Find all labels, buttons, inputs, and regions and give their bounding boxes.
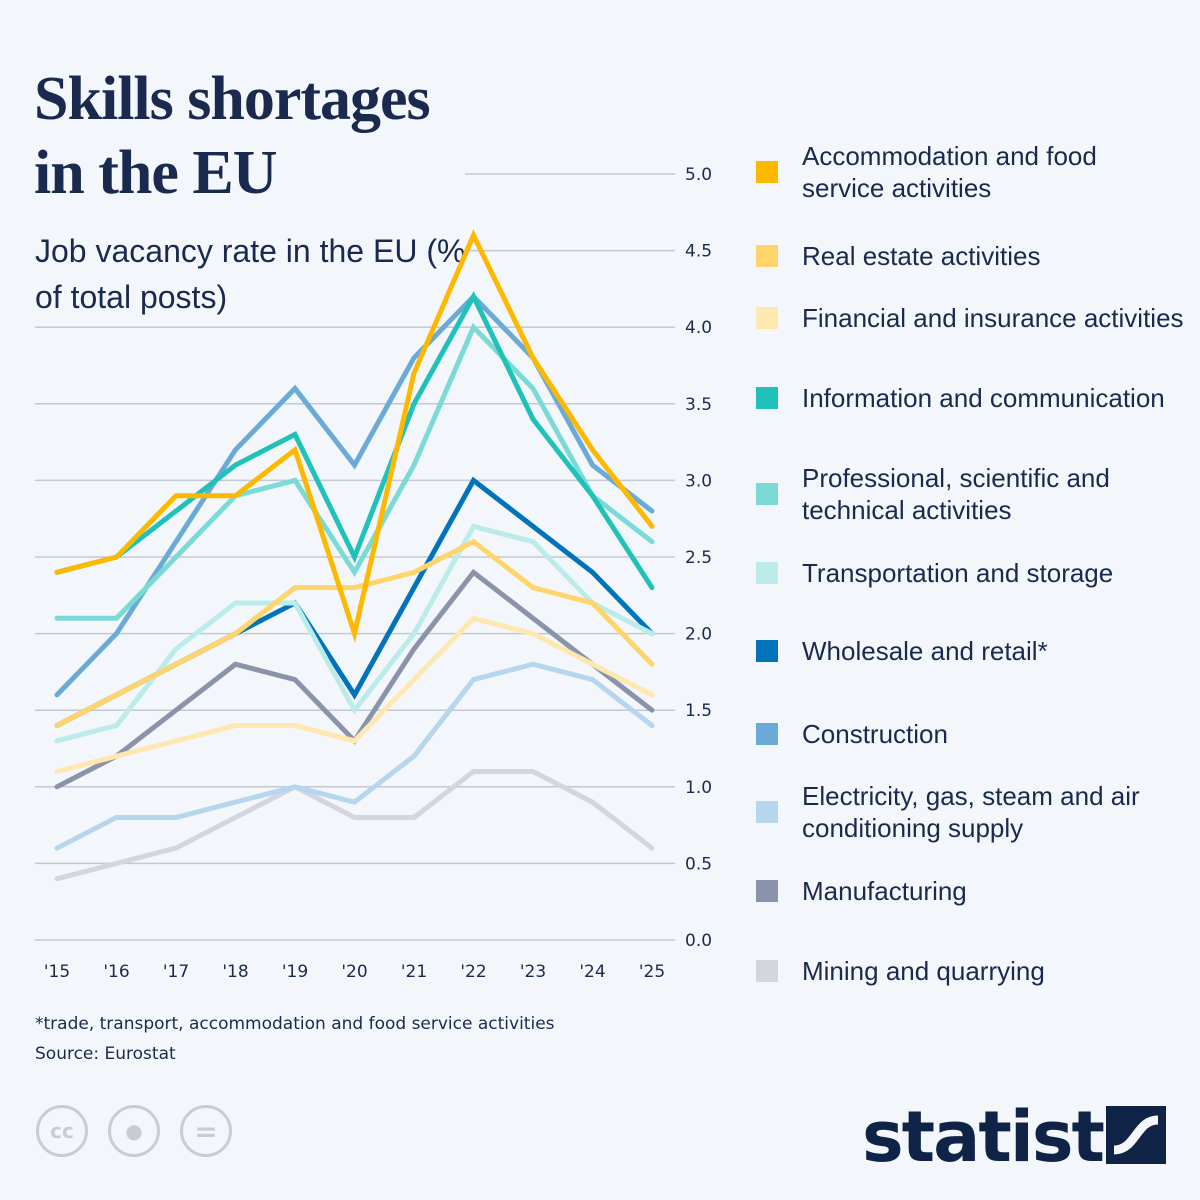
x-tick-label: '24 (579, 962, 605, 982)
legend-swatch (756, 483, 778, 505)
page-title: Skills shortages in the EU (34, 65, 431, 207)
footnote: *trade, transport, accommodation and foo… (35, 1014, 555, 1034)
x-tick-label: '15 (44, 962, 70, 982)
legend-label: Construction (802, 719, 948, 749)
series-line-real-estate-activities (54, 538, 655, 729)
legend-swatch (756, 960, 778, 982)
legend-item: Professional, scientific and technical a… (756, 462, 1186, 526)
legend-item: Mining and quarrying (756, 955, 1186, 987)
series-line-mining-and-quarrying (54, 768, 655, 882)
x-tick-label: '18 (222, 962, 248, 982)
legend-label: Wholesale and retail* (802, 636, 1048, 666)
x-tick-label: '21 (401, 962, 427, 982)
legend-swatch (756, 562, 778, 584)
series-line-electricity-gas-steam-and-air-conditioning-supply (54, 661, 655, 851)
x-tick-label: '16 (103, 962, 129, 982)
legend-item: Financial and insurance activities (756, 302, 1186, 334)
source: Source: Eurostat (35, 1044, 176, 1064)
y-tick-label: 3.0 (685, 471, 712, 491)
y-tick-label: 0.5 (685, 854, 712, 874)
x-tick-label: '17 (163, 962, 189, 982)
legend-label: Mining and quarrying (802, 956, 1045, 986)
chart-subtitle: Job vacancy rate in the EU (% of total p… (35, 233, 466, 315)
series-line-financial-and-insurance-activities (54, 615, 655, 774)
legend-item: Construction (756, 718, 1186, 750)
cc-icon: cc (36, 1105, 88, 1157)
attribution-icon: ● (108, 1105, 160, 1157)
legend-item: Real estate activities (756, 240, 1186, 272)
legend-swatch (756, 640, 778, 662)
x-tick-label: '19 (282, 962, 308, 982)
legend-label: Information and communication (802, 383, 1165, 413)
legend-swatch (756, 245, 778, 267)
legend-swatch (756, 161, 778, 183)
legend-label: Electricity, gas, steam and air conditio… (802, 781, 1140, 843)
legend-item: Accommodation and food service activitie… (756, 140, 1186, 204)
series-line-professional-scientific-and-technical-activities (54, 322, 655, 621)
statista-logo: statista (862, 1096, 1150, 1178)
legend-label: Real estate activities (802, 241, 1041, 271)
x-tick-label: '22 (460, 962, 486, 982)
legend-label: Professional, scientific and technical a… (802, 463, 1110, 525)
series-line-accommodation-and-food-service-activities (54, 229, 655, 644)
no-derivatives-icon: = (180, 1105, 232, 1157)
y-tick-label: 5.0 (685, 165, 712, 185)
legend-swatch (756, 880, 778, 902)
series-line-information-and-communication (54, 291, 655, 591)
legend-swatch (756, 387, 778, 409)
y-tick-label: 0.0 (685, 931, 712, 951)
x-tick-label: '20 (341, 962, 367, 982)
series-line-construction (54, 292, 655, 698)
y-tick-label: 2.0 (685, 625, 712, 645)
legend-item: Manufacturing (756, 875, 1186, 907)
line-chart: 0.0 0.5 1.0 1.5 2.0 2.5 3.0 3.5 4.0 4.5 5.0 '15 '16 '… (35, 165, 712, 982)
y-tick-label: 4.5 (685, 242, 712, 262)
legend-swatch (756, 801, 778, 823)
y-tick-label: 1.5 (685, 701, 712, 721)
legend-label: Financial and insurance activities (802, 303, 1184, 333)
legend-label: Transportation and storage (802, 558, 1114, 588)
y-tick-label: 2.5 (685, 548, 712, 568)
legend-label: Accommodation and food service activitie… (802, 141, 1097, 203)
legend-label: Manufacturing (802, 876, 967, 906)
legend-item: Electricity, gas, steam and air conditio… (756, 780, 1186, 844)
legend-swatch (756, 723, 778, 745)
legend-item: Information and communication (756, 382, 1186, 414)
y-tick-label: 1.0 (685, 778, 712, 798)
statista-logo-icon (1106, 1106, 1166, 1164)
x-tick-label: '23 (520, 962, 546, 982)
legend-swatch (756, 307, 778, 329)
y-tick-label: 3.5 (685, 395, 712, 415)
legend-item: Wholesale and retail* (756, 635, 1186, 667)
legend-item: Transportation and storage (756, 557, 1186, 589)
x-tick-label: '25 (639, 962, 665, 982)
y-tick-label: 4.0 (685, 318, 712, 338)
